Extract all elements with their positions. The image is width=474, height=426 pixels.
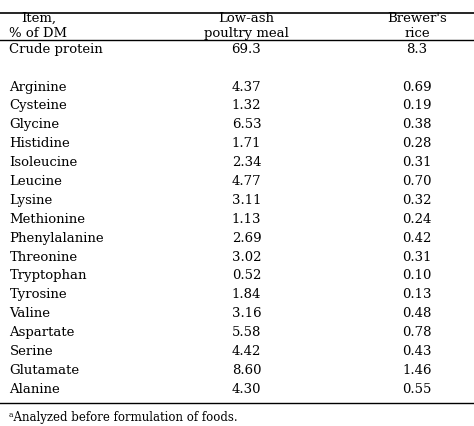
Text: 3.11: 3.11 xyxy=(232,194,261,207)
Text: Glycine: Glycine xyxy=(9,118,60,131)
Text: 0.31: 0.31 xyxy=(402,156,432,169)
Text: Serine: Serine xyxy=(9,345,53,358)
Text: 4.30: 4.30 xyxy=(232,383,261,396)
Text: Aspartate: Aspartate xyxy=(9,326,75,339)
Text: 0.69: 0.69 xyxy=(402,81,432,94)
Text: Tyrosine: Tyrosine xyxy=(9,288,67,301)
Text: 1.71: 1.71 xyxy=(232,137,261,150)
Text: 4.37: 4.37 xyxy=(232,81,261,94)
Text: Methionine: Methionine xyxy=(9,213,85,226)
Text: 2.69: 2.69 xyxy=(232,232,261,245)
Text: 1.13: 1.13 xyxy=(232,213,261,226)
Text: 8.60: 8.60 xyxy=(232,364,261,377)
Text: Threonine: Threonine xyxy=(9,250,78,264)
Text: 3.02: 3.02 xyxy=(232,250,261,264)
Text: 0.70: 0.70 xyxy=(402,175,432,188)
Text: Item,
% of DM: Item, % of DM xyxy=(9,12,68,40)
Text: Histidine: Histidine xyxy=(9,137,70,150)
Text: 0.38: 0.38 xyxy=(402,118,432,131)
Text: 3.16: 3.16 xyxy=(232,307,261,320)
Text: Tryptophan: Tryptophan xyxy=(9,270,87,282)
Text: 0.28: 0.28 xyxy=(402,137,432,150)
Text: Isoleucine: Isoleucine xyxy=(9,156,78,169)
Text: 1.32: 1.32 xyxy=(232,99,261,112)
Text: 5.58: 5.58 xyxy=(232,326,261,339)
Text: 0.43: 0.43 xyxy=(402,345,432,358)
Text: 0.52: 0.52 xyxy=(232,270,261,282)
Text: Leucine: Leucine xyxy=(9,175,63,188)
Text: Alanine: Alanine xyxy=(9,383,60,396)
Text: 0.32: 0.32 xyxy=(402,194,432,207)
Text: Valine: Valine xyxy=(9,307,50,320)
Text: ᵃAnalyzed before formulation of foods.: ᵃAnalyzed before formulation of foods. xyxy=(9,412,238,424)
Text: 4.77: 4.77 xyxy=(232,175,261,188)
Text: Glutamate: Glutamate xyxy=(9,364,80,377)
Text: 2.34: 2.34 xyxy=(232,156,261,169)
Text: Brewer's
rice: Brewer's rice xyxy=(387,12,447,40)
Text: 0.31: 0.31 xyxy=(402,250,432,264)
Text: 0.48: 0.48 xyxy=(402,307,432,320)
Text: 1.84: 1.84 xyxy=(232,288,261,301)
Text: 0.13: 0.13 xyxy=(402,288,432,301)
Text: 69.3: 69.3 xyxy=(232,43,261,56)
Text: Cysteine: Cysteine xyxy=(9,99,67,112)
Text: 1.46: 1.46 xyxy=(402,364,432,377)
Text: 0.10: 0.10 xyxy=(402,270,432,282)
Text: Crude protein: Crude protein xyxy=(9,43,103,56)
Text: Low-ash
poultry meal: Low-ash poultry meal xyxy=(204,12,289,40)
Text: Phenylalanine: Phenylalanine xyxy=(9,232,104,245)
Text: 0.19: 0.19 xyxy=(402,99,432,112)
Text: 0.42: 0.42 xyxy=(402,232,432,245)
Text: 4.42: 4.42 xyxy=(232,345,261,358)
Text: 0.78: 0.78 xyxy=(402,326,432,339)
Text: 8.3: 8.3 xyxy=(407,43,428,56)
Text: 6.53: 6.53 xyxy=(232,118,261,131)
Text: 0.24: 0.24 xyxy=(402,213,432,226)
Text: Lysine: Lysine xyxy=(9,194,53,207)
Text: 0.55: 0.55 xyxy=(402,383,432,396)
Text: Arginine: Arginine xyxy=(9,81,67,94)
